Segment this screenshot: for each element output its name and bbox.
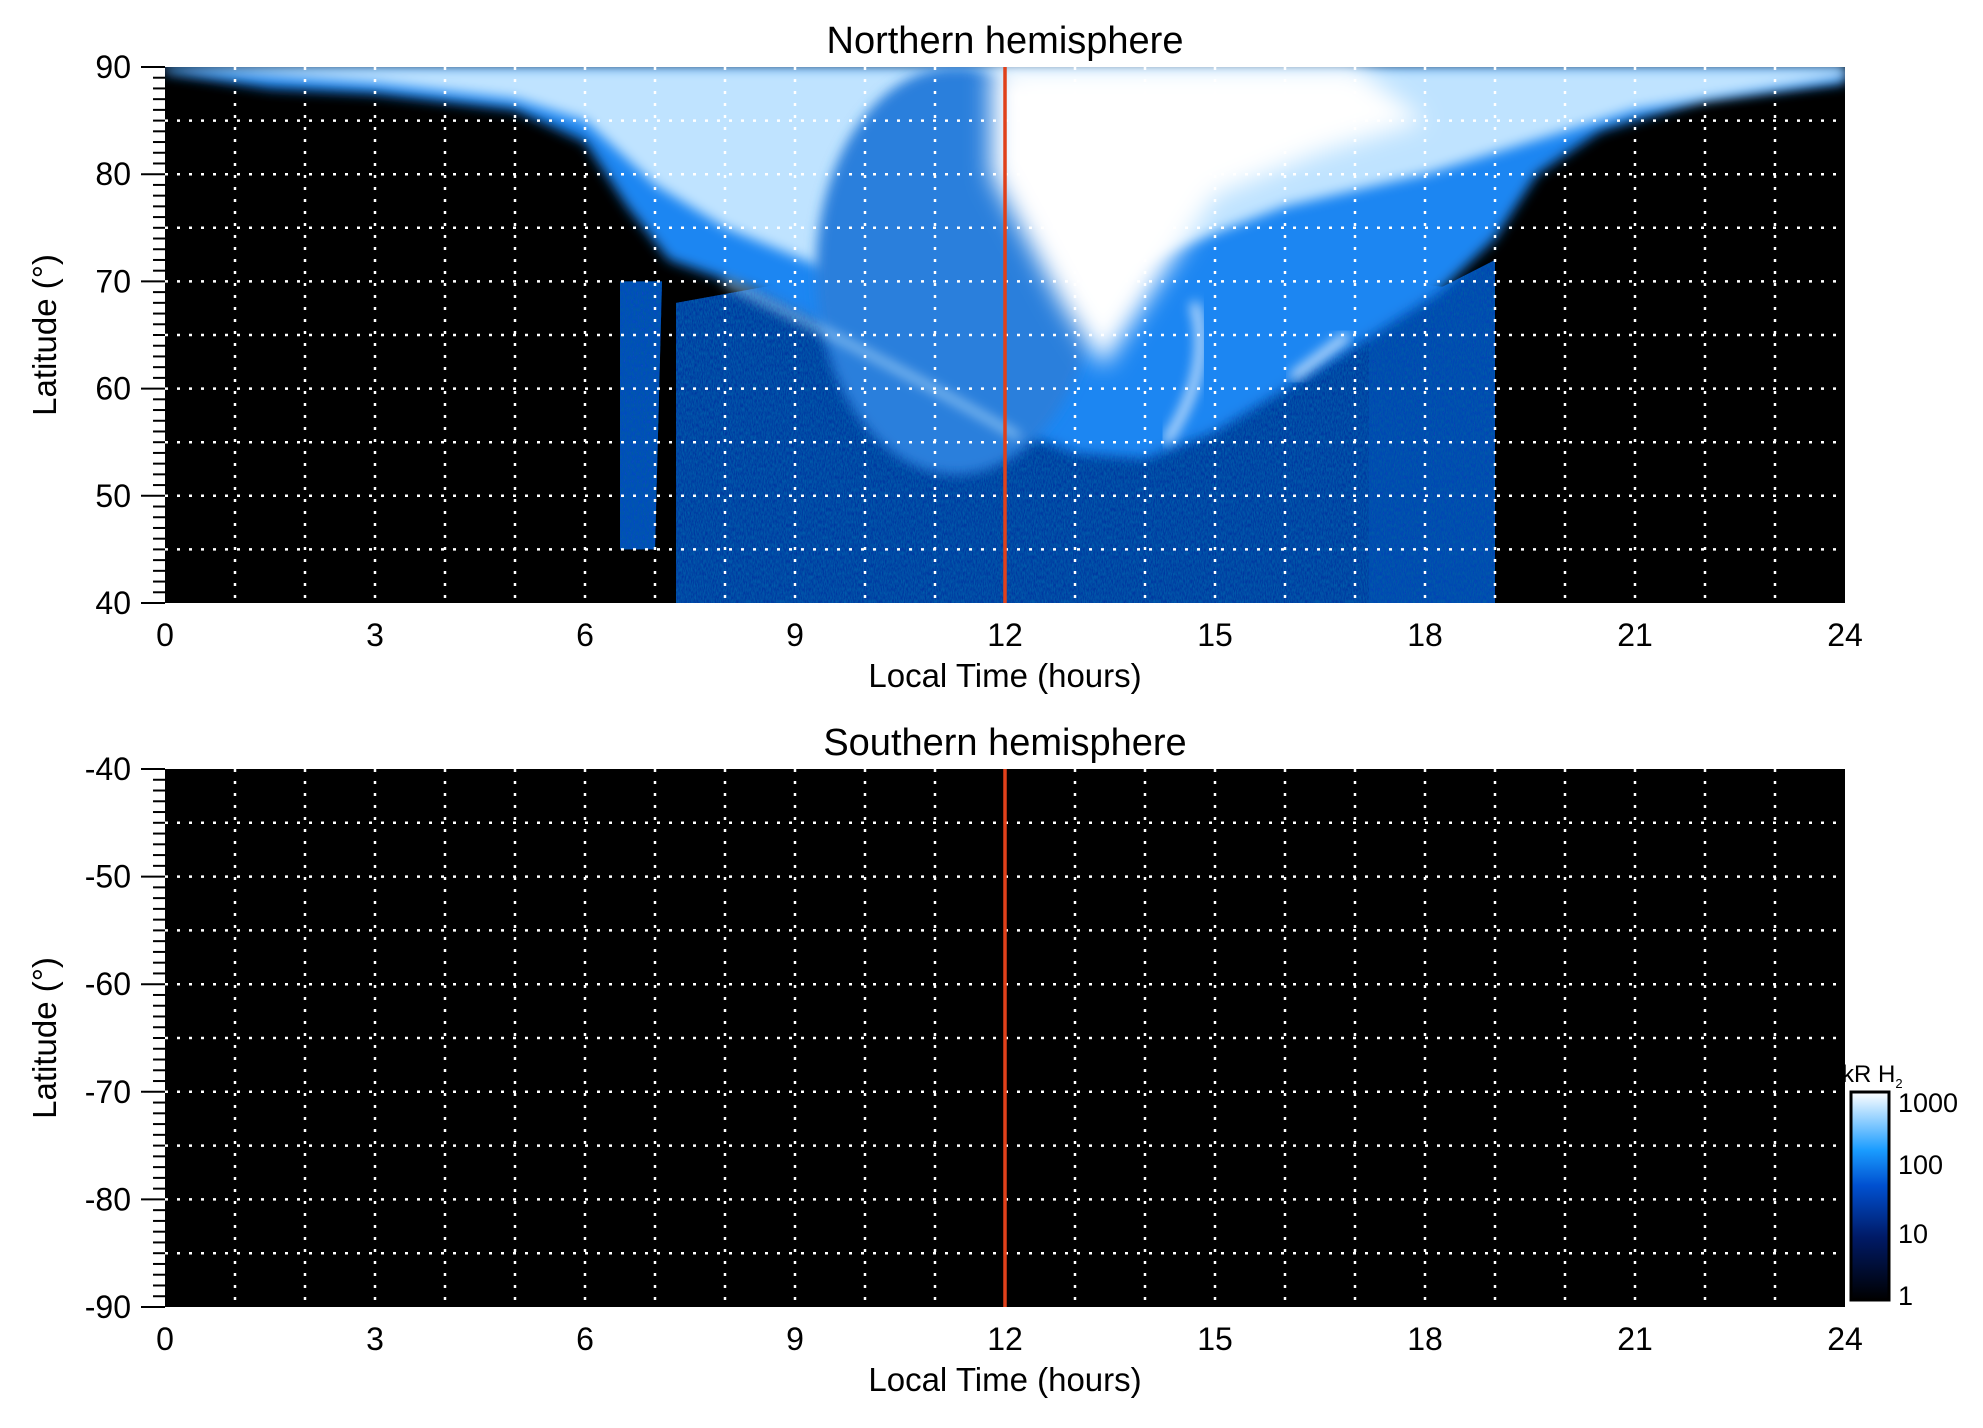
colorbar-tick-label: 100 bbox=[1898, 1150, 1943, 1180]
dusk-arc bbox=[1289, 332, 1351, 381]
y-tick-label: 90 bbox=[95, 49, 131, 85]
afternoon-arc bbox=[1163, 301, 1204, 445]
dawn-stripe bbox=[620, 281, 662, 550]
x-tick-label: 15 bbox=[1197, 617, 1233, 653]
colorbar-label: kR H2 bbox=[1842, 1061, 1903, 1091]
y-axis-label: Latitude (°) bbox=[26, 957, 63, 1119]
main-arc bbox=[723, 279, 1021, 439]
y-tick-label: -50 bbox=[85, 859, 131, 895]
y-tick-label: 70 bbox=[95, 263, 131, 299]
colorbar-tick-label: 10 bbox=[1898, 1219, 1928, 1249]
y-tick-label: -40 bbox=[85, 751, 131, 787]
y-tick-label: -90 bbox=[85, 1289, 131, 1325]
x-tick-label: 24 bbox=[1827, 617, 1863, 653]
x-tick-label: 12 bbox=[987, 1321, 1023, 1357]
x-tick-label: 9 bbox=[786, 1321, 804, 1357]
y-tick-label: -80 bbox=[85, 1181, 131, 1217]
y-tick-label: 60 bbox=[95, 371, 131, 407]
x-tick-label: 0 bbox=[156, 617, 174, 653]
x-tick-label: 6 bbox=[576, 1321, 594, 1357]
bright-noon-emission bbox=[991, 67, 1425, 368]
x-tick-label: 15 bbox=[1197, 1321, 1233, 1357]
x-axis-label: Local Time (hours) bbox=[868, 657, 1141, 694]
dusk-band bbox=[1369, 259, 1495, 603]
x-tick-label: 12 bbox=[987, 617, 1023, 653]
colorbar-tick-label: 1000 bbox=[1898, 1088, 1958, 1118]
x-tick-label: 21 bbox=[1617, 617, 1653, 653]
southern-panel: -40 -50 -60 -70 -80 -90 0 3 6 9 12 15 18 21 24 Southern… bbox=[26, 722, 1863, 1398]
colorbar-gradient bbox=[1849, 1090, 1891, 1302]
y-tick-label: 50 bbox=[95, 478, 131, 514]
x-tick-label: 0 bbox=[156, 1321, 174, 1357]
chart-title: Northern hemisphere bbox=[827, 20, 1184, 62]
colorbar: kR H2 1000 100 10 1 bbox=[1842, 1061, 1958, 1311]
y-tick-label: 40 bbox=[95, 585, 131, 621]
x-tick-label: 24 bbox=[1827, 1321, 1863, 1357]
y-tick-label: 80 bbox=[95, 156, 131, 192]
chart-title: Southern hemisphere bbox=[823, 722, 1186, 764]
x-tick-label: 18 bbox=[1407, 1321, 1443, 1357]
y-tick-label: -60 bbox=[85, 966, 131, 1002]
northern-panel: 40 50 60 70 80 90 0 3 6 9 12 15 18 21 24 Northern hemis… bbox=[26, 20, 1863, 694]
colorbar-tick-label: 1 bbox=[1898, 1281, 1913, 1311]
x-axis-label: Local Time (hours) bbox=[868, 1361, 1141, 1398]
y-tick-label: -70 bbox=[85, 1074, 131, 1110]
x-tick-label: 18 bbox=[1407, 617, 1443, 653]
x-tick-label: 9 bbox=[786, 617, 804, 653]
x-tick-label: 6 bbox=[576, 617, 594, 653]
x-tick-label: 3 bbox=[366, 1321, 384, 1357]
y-axis-label: Latitude (°) bbox=[26, 254, 63, 416]
x-tick-label: 21 bbox=[1617, 1321, 1653, 1357]
x-tick-label: 3 bbox=[366, 617, 384, 653]
